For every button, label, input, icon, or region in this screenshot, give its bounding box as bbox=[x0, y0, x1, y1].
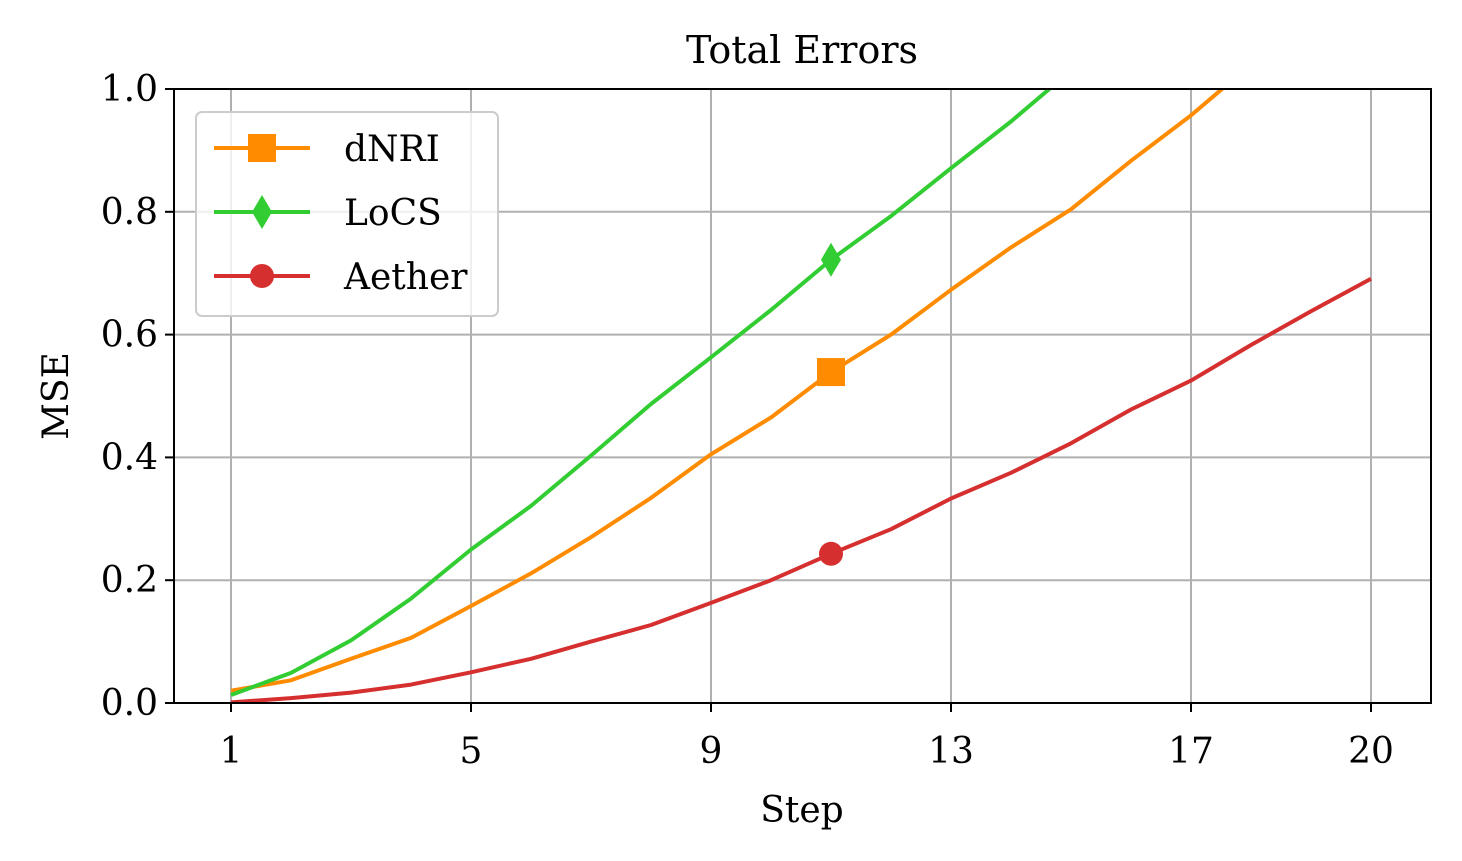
series-marker-aether bbox=[819, 541, 843, 566]
series-marker-locs bbox=[821, 242, 841, 277]
plot-frame bbox=[173, 88, 1432, 704]
series-layer bbox=[230, 89, 1372, 703]
x-tick-label: 1 bbox=[220, 731, 243, 772]
x-tick-label: 17 bbox=[1168, 731, 1214, 772]
series-marker-dnri bbox=[817, 358, 845, 387]
y-tick-label: 1.0 bbox=[101, 69, 158, 110]
legend-label-locs: LoCS bbox=[344, 193, 442, 234]
y-tick-label: 0.4 bbox=[101, 437, 158, 478]
legend-label-aether: Aether bbox=[343, 257, 468, 298]
y-tick-label: 0.0 bbox=[101, 683, 158, 724]
legend-label-dnri: dNRI bbox=[344, 129, 440, 170]
y-tick-label: 0.8 bbox=[101, 192, 158, 233]
series-line-locs bbox=[230, 89, 1053, 697]
axis-ticks: 1 5 9 13 17 20 0.0 0.2 0.4 0.6 0.8 1.0 bbox=[101, 69, 1394, 772]
y-tick-label: 0.6 bbox=[101, 315, 158, 356]
legend-box bbox=[195, 111, 499, 317]
y-tick-label: 0.2 bbox=[101, 560, 158, 601]
x-tick-label: 5 bbox=[460, 731, 483, 772]
y-axis-label: MSE bbox=[36, 352, 77, 440]
series-line-aether bbox=[230, 276, 1372, 703]
x-tick-label: 13 bbox=[928, 731, 974, 772]
legend: dNRI LoCS Aether bbox=[195, 111, 499, 317]
legend-marker-dnri bbox=[248, 134, 276, 162]
x-axis-label: Step bbox=[760, 790, 843, 831]
series-line-dnri bbox=[230, 89, 1226, 693]
marker-layer bbox=[817, 242, 845, 566]
legend-marker-locs bbox=[252, 195, 272, 229]
x-tick-label: 20 bbox=[1348, 731, 1394, 772]
chart-title: Total Errors bbox=[686, 28, 918, 72]
legend-marker-aether bbox=[250, 264, 274, 288]
x-tick-label: 9 bbox=[700, 731, 723, 772]
